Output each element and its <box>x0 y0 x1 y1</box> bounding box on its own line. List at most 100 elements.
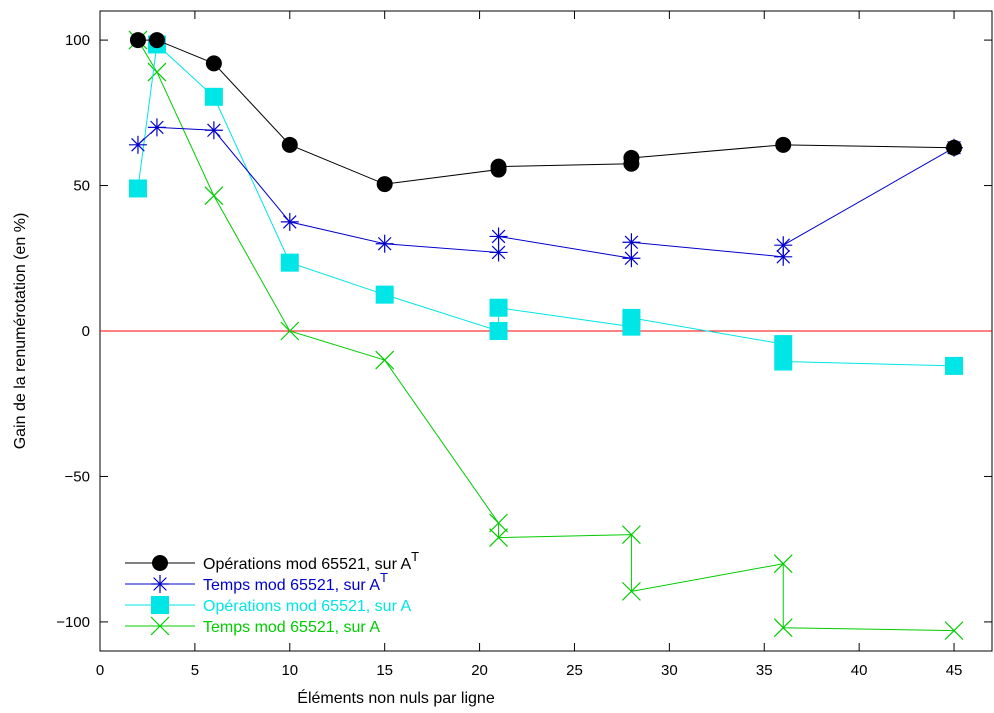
data-point-square <box>489 298 508 317</box>
legend-label: Opérations mod 65521, sur A <box>203 598 411 615</box>
asterisk-stroke <box>150 120 164 135</box>
series-2 <box>128 118 964 268</box>
data-point-square <box>204 87 223 106</box>
series-line <box>137 126 955 259</box>
data-point-x <box>944 621 964 641</box>
x-tick-label: 10 <box>281 662 298 679</box>
series-3 <box>128 35 964 375</box>
data-point-asterisk <box>622 249 641 268</box>
data-point-circle <box>490 158 507 175</box>
data-point-square <box>622 308 641 327</box>
x-tick-label: 45 <box>946 662 963 679</box>
data-point-circle <box>775 136 792 153</box>
legend-item-3: Opérations mod 65521, sur A <box>125 596 411 615</box>
data-point-x <box>489 528 508 547</box>
data-point-asterisk <box>774 236 793 255</box>
x-stroke <box>150 616 170 636</box>
x-tick-label: 15 <box>376 662 393 679</box>
asterisk-stroke <box>207 123 221 138</box>
data-point-asterisk <box>204 121 223 140</box>
y-tick-label: 0 <box>82 323 90 340</box>
data-point-x <box>773 554 793 574</box>
x-stroke <box>489 513 508 533</box>
x-stroke <box>773 554 793 574</box>
x-stroke <box>280 321 300 341</box>
y-tick-label: −100 <box>56 614 90 631</box>
data-point-x <box>489 513 508 533</box>
data-point-asterisk <box>128 135 147 154</box>
x-tick-label: 0 <box>96 662 104 679</box>
asterisk-stroke <box>776 238 791 252</box>
asterisk-stroke <box>153 577 167 591</box>
series-1 <box>129 32 963 193</box>
asterisk-stroke <box>377 236 392 251</box>
data-point-circle <box>152 555 168 571</box>
data-point-circle <box>129 32 146 49</box>
data-point-circle <box>148 32 165 49</box>
asterisk-stroke <box>282 215 297 229</box>
legend-label: Temps mod 65521, sur A <box>203 619 380 636</box>
data-point-asterisk <box>489 227 508 246</box>
data-point-square <box>774 352 793 371</box>
legend-label: Temps mod 65521, sur AT <box>203 570 388 594</box>
data-point-circle <box>946 139 963 156</box>
x-stroke <box>621 525 641 545</box>
asterisk-stroke <box>776 250 791 264</box>
legend-item-2: Temps mod 65521, sur AT <box>125 570 388 594</box>
data-point-x <box>621 525 641 545</box>
x-stroke <box>621 581 641 601</box>
x-stroke <box>489 528 508 547</box>
asterisk-stroke <box>624 235 639 250</box>
y-axis-title: Gain de la renumérotation (en %) <box>12 213 29 450</box>
data-point-circle <box>376 176 393 193</box>
data-point-asterisk <box>151 575 169 593</box>
x-stroke <box>147 62 167 82</box>
data-point-asterisk <box>622 233 641 252</box>
asterisk-stroke <box>131 138 145 152</box>
x-tick-label: 35 <box>756 662 773 679</box>
data-point-x <box>204 186 224 206</box>
data-point-square <box>151 596 169 614</box>
y-tick-label: 50 <box>73 178 90 195</box>
x-axis-title: Éléments non nuls par ligne <box>297 688 495 707</box>
data-point-square <box>280 253 299 272</box>
data-point-x <box>280 321 300 341</box>
series-line <box>137 43 955 367</box>
asterisk-stroke <box>491 229 506 244</box>
data-point-square <box>375 285 394 304</box>
data-point-x <box>375 350 395 370</box>
y-tick-label: 100 <box>65 32 90 49</box>
x-tick-label: 40 <box>851 662 868 679</box>
axis-ticks: 0 5 10 15 20 25 30 35 40 45 100 50 0 −50 −100 <box>56 11 992 679</box>
legend-item-4: Temps mod 65521, sur A <box>125 616 380 636</box>
data-point-circle <box>281 136 298 153</box>
x-stroke <box>944 621 964 641</box>
data-point-square <box>774 335 793 354</box>
legend-label: Opérations mod 65521, sur AT <box>203 549 419 573</box>
x-tick-label: 30 <box>661 662 678 679</box>
series-layer <box>128 30 964 641</box>
data-point-asterisk <box>280 212 299 231</box>
data-point-square <box>128 179 147 198</box>
x-tick-label: 20 <box>471 662 488 679</box>
data-point-circle <box>205 55 222 72</box>
data-point-circle <box>623 149 640 166</box>
x-tick-label: 5 <box>191 662 199 679</box>
x-stroke <box>375 350 395 370</box>
asterisk-stroke <box>624 251 639 266</box>
data-point-x <box>773 618 793 638</box>
x-stroke <box>204 186 224 206</box>
data-point-square <box>945 356 964 375</box>
data-point-asterisk <box>375 234 394 253</box>
data-point-square <box>489 322 508 340</box>
series-line <box>137 39 955 185</box>
asterisk-stroke <box>491 245 506 260</box>
y-tick-label: −50 <box>65 468 90 485</box>
series-line <box>137 39 955 632</box>
x-stroke <box>773 618 793 638</box>
x-tick-label: 25 <box>566 662 583 679</box>
legend-item-1: Opérations mod 65521, sur AT <box>125 549 419 573</box>
data-point-x <box>150 616 170 636</box>
